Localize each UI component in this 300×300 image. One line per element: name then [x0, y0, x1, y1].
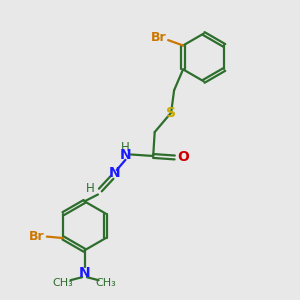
Text: N: N: [120, 148, 131, 162]
Text: N: N: [109, 166, 120, 180]
Text: H: H: [85, 182, 94, 195]
Text: H: H: [121, 141, 130, 154]
Text: O: O: [177, 151, 189, 164]
Text: CH₃: CH₃: [52, 278, 74, 288]
Text: S: S: [166, 106, 176, 120]
Text: CH₃: CH₃: [96, 278, 116, 288]
Text: Br: Br: [151, 31, 167, 44]
Text: Br: Br: [29, 230, 45, 243]
Text: N: N: [79, 266, 90, 280]
